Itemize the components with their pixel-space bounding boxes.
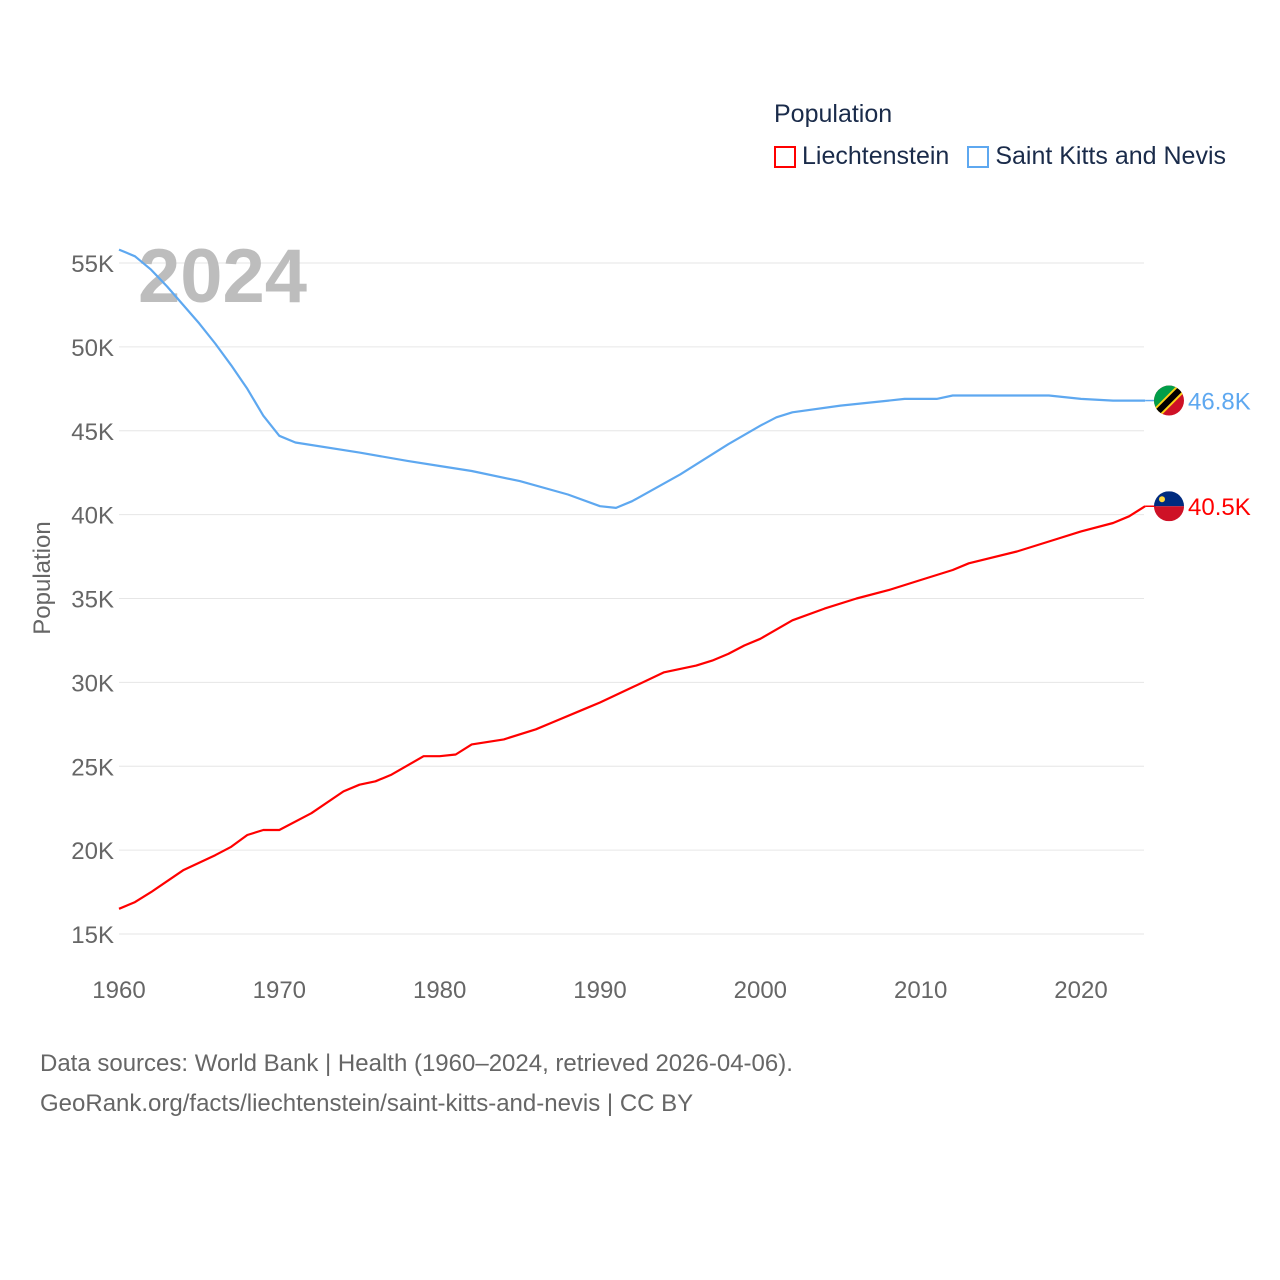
attribution-link[interactable]: GeoRank.org/facts/liechtenstein/saint-ki… bbox=[40, 1090, 694, 1117]
liechtenstein-flag-icon bbox=[1154, 491, 1184, 522]
legend: Liechtenstein Saint Kitts and Nevis bbox=[774, 142, 1226, 171]
x-tick-label: 2000 bbox=[734, 977, 787, 1004]
x-tick-label: 1960 bbox=[92, 977, 145, 1004]
y-tick-label: 20K bbox=[71, 838, 114, 865]
saint-kitts-flag-icon bbox=[1154, 385, 1184, 416]
end-value-label: 46.8K bbox=[1188, 389, 1251, 416]
x-tick-label: 1980 bbox=[413, 977, 466, 1004]
x-tick-label: 1970 bbox=[253, 977, 306, 1004]
x-tick-label: 2020 bbox=[1054, 977, 1107, 1004]
watermark-year: 2024 bbox=[138, 234, 307, 319]
legend-item-saint-kitts-and-nevis[interactable]: Saint Kitts and Nevis bbox=[967, 142, 1226, 171]
legend-swatch-saint-kitts bbox=[967, 145, 990, 168]
legend-label: Liechtenstein bbox=[802, 142, 950, 170]
y-tick-label: 35K bbox=[71, 587, 114, 614]
y-tick-label: 15K bbox=[71, 922, 114, 949]
y-tick-label: 25K bbox=[71, 754, 114, 781]
x-tick-label: 1990 bbox=[573, 977, 626, 1004]
y-tick-label: 40K bbox=[71, 503, 114, 530]
series-line-saint-kitts-and-nevis bbox=[118, 248, 1146, 509]
y-axis-label: Population bbox=[29, 521, 56, 634]
series-line-liechtenstein bbox=[118, 505, 1146, 910]
footer: Data sources: World Bank | Health (1960–… bbox=[40, 1044, 793, 1124]
y-tick-label: 55K bbox=[71, 251, 114, 278]
legend-title: Population bbox=[774, 100, 893, 128]
legend-label: Saint Kitts and Nevis bbox=[995, 142, 1226, 170]
x-tick-label: 2010 bbox=[894, 977, 947, 1004]
legend-item-liechtenstein[interactable]: Liechtenstein bbox=[774, 142, 949, 171]
y-tick-label: 45K bbox=[71, 419, 114, 446]
y-tick-label: 30K bbox=[71, 670, 114, 697]
data-source-text: Data sources: World Bank | Health (1960–… bbox=[40, 1050, 793, 1077]
y-tick-label: 50K bbox=[71, 335, 114, 362]
legend-swatch-liechtenstein bbox=[774, 145, 796, 168]
end-value-label: 40.5K bbox=[1188, 494, 1251, 521]
